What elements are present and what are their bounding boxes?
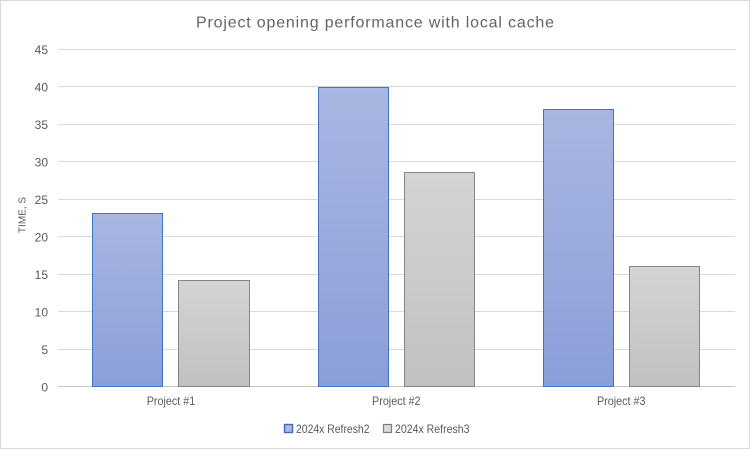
svg-text:Project opening performance wi: Project opening performance with local c… — [196, 15, 554, 32]
svg-text:Project #2: Project #2 — [372, 394, 421, 408]
svg-text:TIME, S: TIME, S — [18, 197, 29, 233]
svg-text:2024x Refresh2: 2024x Refresh2 — [296, 422, 370, 436]
svg-text:Project #3: Project #3 — [597, 394, 646, 408]
svg-text:30: 30 — [35, 156, 49, 170]
svg-text:5: 5 — [41, 343, 48, 357]
svg-text:15: 15 — [35, 268, 49, 282]
svg-text:Project #1: Project #1 — [147, 394, 196, 408]
svg-text:35: 35 — [35, 118, 49, 132]
svg-text:0: 0 — [41, 381, 48, 395]
svg-text:45: 45 — [35, 43, 49, 57]
svg-text:10: 10 — [35, 306, 49, 320]
svg-text:25: 25 — [35, 193, 49, 207]
svg-text:20: 20 — [35, 231, 49, 245]
svg-text:40: 40 — [35, 81, 49, 95]
svg-text:2024x Refresh3: 2024x Refresh3 — [395, 422, 470, 436]
